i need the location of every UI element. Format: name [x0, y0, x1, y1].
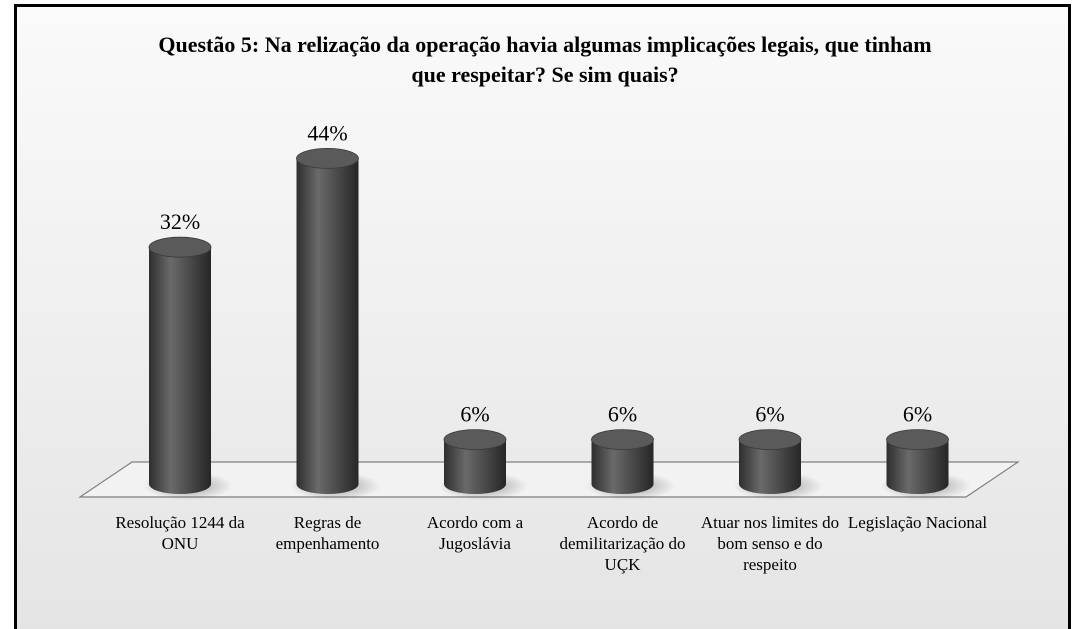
data-label: 6%: [608, 402, 637, 427]
bar: [149, 247, 211, 494]
data-label: 6%: [903, 402, 932, 427]
bar-top: [886, 429, 949, 451]
bar-top: [296, 147, 359, 169]
bar-top: [443, 429, 507, 451]
x-tick-label: Atuar nos limites do bom senso e do resp…: [700, 513, 840, 574]
bar: [886, 439, 949, 494]
data-label: 32%: [160, 209, 200, 234]
chart-title: Questão 5: Na relização da operação havi…: [158, 32, 932, 87]
bar-top: [591, 429, 654, 451]
bar: [739, 439, 801, 494]
x-tick-label: Acordo de demilitarização do UÇK: [559, 513, 686, 574]
x-tick-label: Legislação Nacional: [847, 513, 988, 532]
bar-top: [738, 429, 802, 451]
bar-top: [148, 236, 212, 258]
bar: [591, 439, 654, 494]
x-tick-label: Resolução 1244 da ONU: [115, 513, 245, 553]
data-label: 44%: [307, 120, 347, 145]
x-tick-label: Regras de empenhamento: [275, 513, 380, 553]
data-label: 6%: [460, 402, 489, 427]
bar: [296, 158, 359, 494]
x-tick-label: Acordo com a Jugoslávia: [426, 513, 524, 553]
bar: [444, 439, 506, 494]
data-label: 6%: [755, 402, 784, 427]
